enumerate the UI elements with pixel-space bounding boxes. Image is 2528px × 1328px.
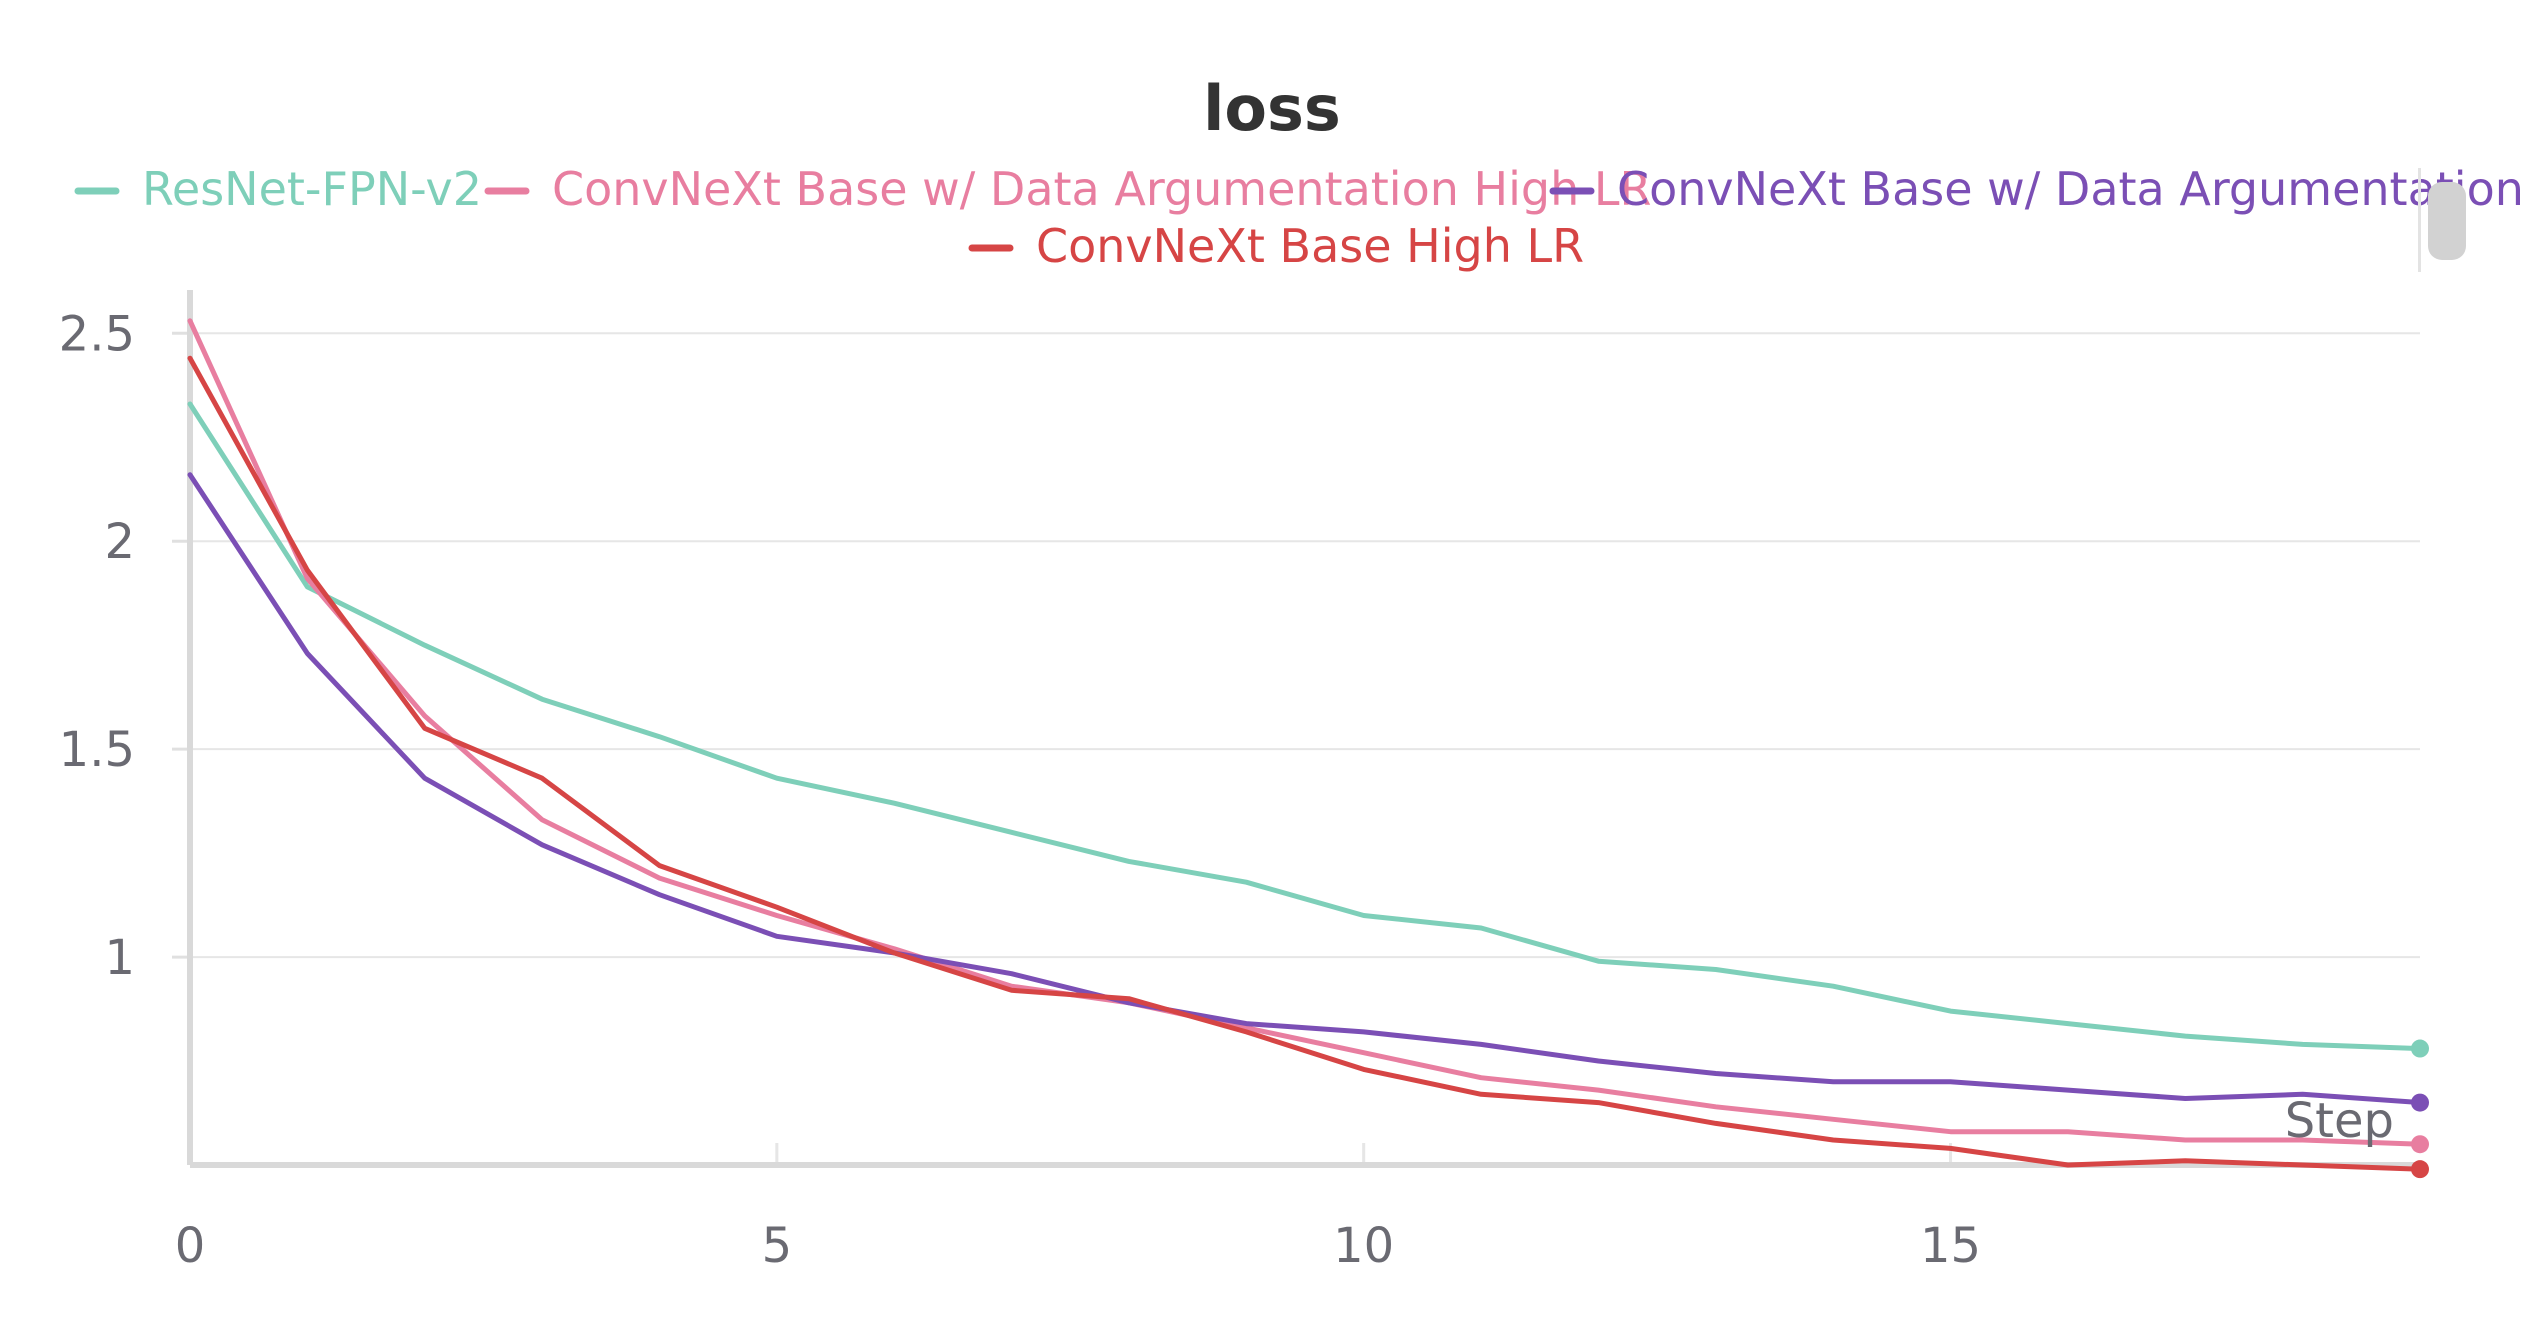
y-tick-label: 2 xyxy=(104,514,135,570)
chart-title: loss xyxy=(1203,72,1341,145)
series-line-convnext-base-w-data-argumentation-high-lr xyxy=(187,318,2423,1147)
legend-label: ConvNeXt Base w/ Data Argumentation High… xyxy=(552,162,1651,216)
endpoint-marker-resnet-fpn-v2 xyxy=(2411,1039,2429,1058)
legend-item-convnext-base-w-data-argumentation-high-lr[interactable]: ConvNeXt Base w/ Data Argumentation High… xyxy=(484,162,1651,216)
x-tick-label: 0 xyxy=(175,1218,206,1274)
legend-label: ConvNeXt Base w/ Data Argumentation xyxy=(1617,162,2524,216)
endpoint-marker-convnext-base-high-lr xyxy=(2411,1160,2429,1179)
y-tick-label: 1.5 xyxy=(59,722,135,778)
x-tick-label: 5 xyxy=(762,1218,793,1274)
legend-item-resnet-fpn-v2[interactable]: ResNet-FPN-v2 xyxy=(74,162,482,216)
axes xyxy=(172,290,2420,1168)
tick-labels: 1 1.5 2 2.5 0 5 10 15 xyxy=(59,306,1981,1274)
legend-scrollbar-thumb[interactable] xyxy=(2428,182,2466,260)
y-tick-label: 1 xyxy=(104,930,135,986)
series-line-convnext-base-w-data-argumentation xyxy=(187,472,2423,1106)
legend: ResNet-FPN-v2 ConvNeXt Base w/ Data Argum… xyxy=(74,162,2524,273)
legend-label: ConvNeXt Base High LR xyxy=(1036,219,1584,273)
legend-scrollbar[interactable] xyxy=(2418,168,2466,272)
series-line-convnext-base-high-lr xyxy=(187,355,2423,1172)
x-tick-label: 10 xyxy=(1333,1218,1394,1274)
endpoint-markers xyxy=(2411,1039,2429,1179)
endpoint-marker-convnext-base-w-data-argumentation xyxy=(2411,1093,2429,1112)
legend-item-convnext-base-high-lr[interactable]: ConvNeXt Base High LR xyxy=(968,219,1584,273)
legend-label: ResNet-FPN-v2 xyxy=(142,162,482,216)
x-tick-label: 15 xyxy=(1920,1218,1981,1274)
endpoint-marker-convnext-base-w-data-argumentation-high-lr xyxy=(2411,1135,2429,1154)
legend-scrollbar-track xyxy=(2418,168,2421,272)
series-group xyxy=(187,318,2423,1172)
y-tick-label: 2.5 xyxy=(59,306,135,362)
x-axis-title: Step xyxy=(2285,1093,2394,1149)
legend-item-convnext-base-w-data-argumentation[interactable]: ConvNeXt Base w/ Data Argumentation xyxy=(1549,162,2524,216)
grid xyxy=(190,332,2420,959)
series-line-resnet-fpn-v2 xyxy=(187,401,2423,1052)
